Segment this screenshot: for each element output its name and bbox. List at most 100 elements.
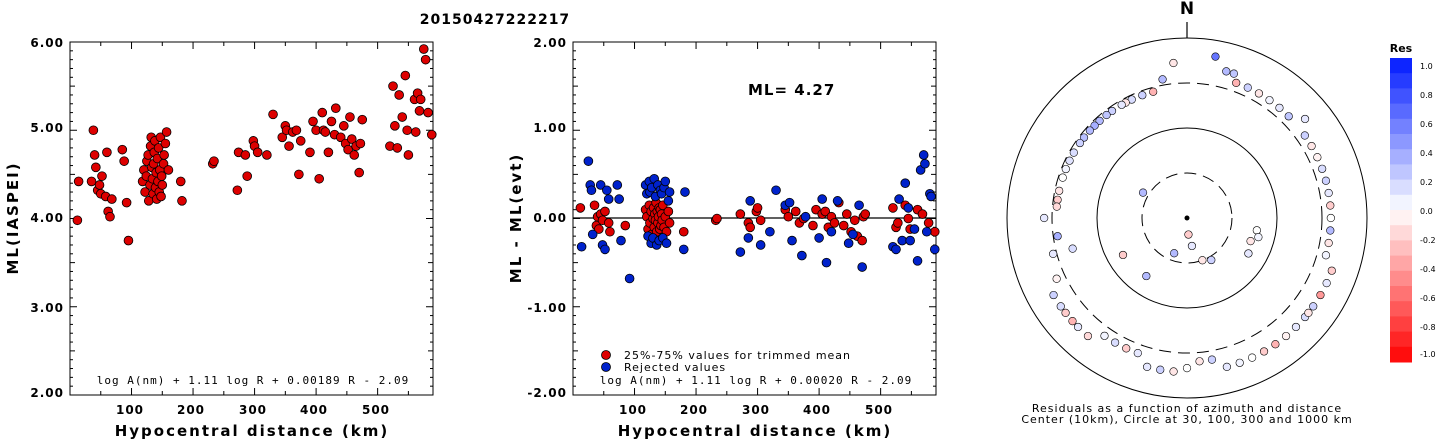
rejected-point (624, 273, 635, 284)
residual-point (1307, 141, 1316, 151)
data-point (295, 136, 306, 146)
residual-point (1058, 173, 1067, 182)
residual-point (1085, 126, 1094, 135)
residual-point (1055, 186, 1064, 195)
colorbar-cell (1390, 210, 1412, 226)
data-point (242, 171, 252, 181)
data-point (357, 114, 368, 125)
colorbar-title: Res (1390, 42, 1413, 55)
data-point (860, 209, 871, 219)
colorbar-cell (1390, 255, 1412, 272)
rejected-point (929, 244, 940, 255)
y-tick-label: 0.00 (533, 211, 567, 225)
residual-point (1207, 255, 1216, 265)
rejected-point (918, 150, 929, 160)
data-point (917, 209, 928, 219)
residual-point (1142, 271, 1151, 281)
data-point (410, 127, 421, 137)
residual-point (1313, 153, 1322, 162)
data-points (575, 150, 940, 284)
data-point (402, 125, 412, 136)
ring-300km (1051, 82, 1323, 354)
data-point (308, 116, 318, 127)
data-point (423, 107, 433, 118)
ring-1000km (1006, 37, 1368, 399)
residual-point (1254, 89, 1264, 98)
data-point (305, 147, 315, 158)
ring-30km (1141, 172, 1233, 264)
data-point (107, 194, 117, 204)
colorbar-cell (1390, 149, 1412, 165)
data-point (605, 226, 615, 237)
residual-point (1324, 188, 1333, 198)
y-tick-label: 3.00 (30, 301, 64, 315)
data-point (105, 211, 115, 222)
data-point (755, 215, 766, 226)
data-point (294, 169, 304, 180)
residual-point (1143, 362, 1152, 371)
rejected-point (905, 235, 915, 246)
data-point (320, 127, 331, 137)
page-title: 20150427222217 (420, 12, 570, 28)
axis-ticks (70, 42, 433, 395)
x-tick-label: 500 (362, 403, 390, 417)
colorbar-label: 0.6 (1420, 120, 1433, 129)
colorbar-label: 0.2 (1420, 178, 1433, 187)
rejected-point (787, 235, 797, 246)
rejected-point (909, 224, 920, 234)
colorbar-label: -0.6 (1420, 294, 1436, 303)
colorbar-cells (1390, 58, 1412, 363)
colorbar-cell (1390, 225, 1412, 241)
colorbar-cell (1390, 58, 1412, 74)
colorbar-cell (1390, 103, 1412, 120)
rejected-point (765, 226, 775, 237)
data-point (752, 203, 763, 213)
data-point (157, 180, 168, 190)
data-point (156, 191, 166, 202)
rejected-point (912, 256, 923, 266)
colorbar-label: -0.4 (1420, 265, 1436, 274)
data-point (849, 215, 860, 226)
rejected-point (602, 185, 612, 196)
data-point (392, 143, 403, 153)
data-point (829, 218, 840, 228)
residual-point (1184, 230, 1193, 239)
data-points (72, 44, 437, 246)
data-point (735, 209, 746, 219)
rejected-point (664, 187, 675, 197)
colorbar-cell (1390, 194, 1412, 211)
residual-point (1232, 78, 1241, 87)
residual-point (1075, 138, 1085, 148)
data-point (603, 218, 614, 228)
residual-point (1235, 358, 1244, 367)
rejected-point (771, 185, 781, 196)
rejected-point (920, 158, 930, 169)
residual-point (1068, 244, 1077, 253)
residual-point (1316, 290, 1325, 300)
residual-point (1122, 344, 1131, 353)
data-point (163, 165, 174, 175)
residual-point (1182, 364, 1192, 373)
rejected-point (661, 238, 672, 249)
residual-point (1156, 365, 1165, 374)
rejected-point (814, 233, 824, 243)
legend-label-trimmed: 25%-75% values for trimmed mean (624, 349, 851, 362)
x-tick-label: 500 (865, 403, 893, 417)
data-point (277, 132, 288, 143)
data-point (73, 176, 84, 187)
data-point (161, 127, 172, 137)
y-tick-label: 6.00 (30, 36, 64, 50)
data-point (94, 180, 105, 190)
center-point (1184, 215, 1190, 221)
rejected-point (614, 194, 624, 204)
plot-frame (69, 41, 434, 396)
data-point (745, 222, 755, 233)
data-point (388, 81, 398, 91)
colorbar-label: -0.2 (1420, 236, 1436, 245)
data-point (575, 203, 586, 213)
rejected-point (848, 229, 858, 240)
data-point (156, 171, 167, 181)
residual-point (1327, 266, 1336, 275)
residual-point (1248, 353, 1257, 362)
residual-point (1061, 308, 1070, 317)
